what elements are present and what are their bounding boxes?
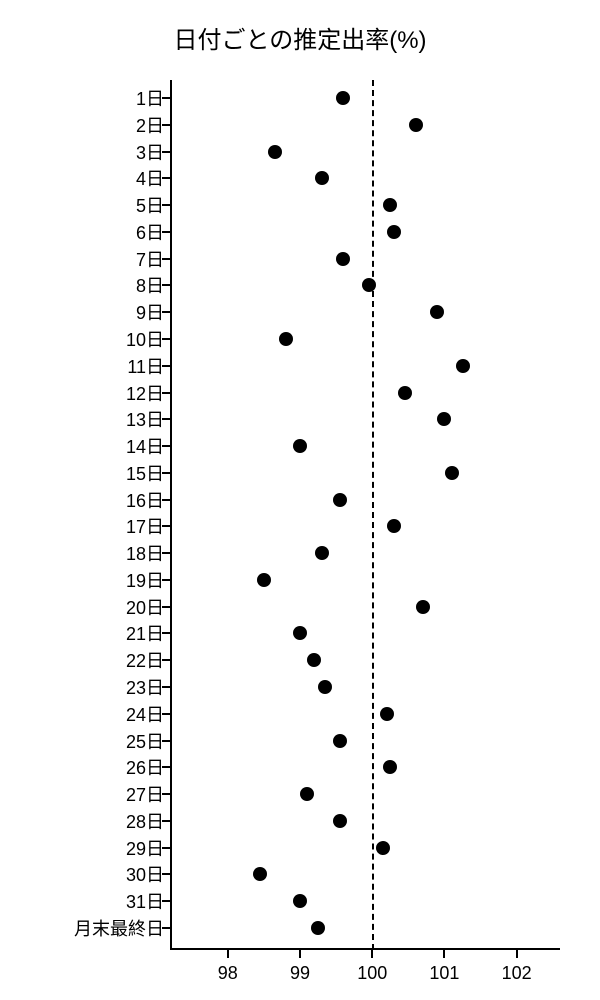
y-axis-label: 22日 [126, 647, 164, 673]
data-point [311, 921, 325, 935]
y-axis-label: 15日 [126, 460, 164, 486]
data-point [383, 198, 397, 212]
y-axis-line [170, 80, 172, 950]
y-axis-label: 4日 [136, 165, 164, 191]
y-axis-label: 12日 [126, 380, 164, 406]
reference-line [372, 80, 374, 950]
data-point [416, 600, 430, 614]
data-point [315, 171, 329, 185]
x-tick [227, 950, 229, 958]
y-axis-label: 25日 [126, 728, 164, 754]
data-point [380, 707, 394, 721]
y-axis-label: 月末最終日 [74, 915, 164, 941]
x-axis-label: 102 [502, 963, 532, 984]
x-axis-label: 101 [429, 963, 459, 984]
x-tick [516, 950, 518, 958]
y-axis-label: 10日 [126, 326, 164, 352]
chart-container: 日付ごとの推定出率(%) 1日2日3日4日5日6日7日8日9日10日11日12日… [0, 0, 600, 1000]
y-axis-label: 24日 [126, 701, 164, 727]
y-axis-label: 8日 [136, 272, 164, 298]
y-axis-label: 28日 [126, 808, 164, 834]
y-axis-label: 23日 [126, 674, 164, 700]
y-axis-label: 9日 [136, 299, 164, 325]
y-axis-label: 3日 [136, 139, 164, 165]
y-axis-label: 31日 [126, 888, 164, 914]
data-point [293, 626, 307, 640]
y-axis-label: 19日 [126, 567, 164, 593]
data-point [300, 787, 314, 801]
data-point [307, 653, 321, 667]
data-point [383, 760, 397, 774]
data-point [430, 305, 444, 319]
y-axis-label: 18日 [126, 540, 164, 566]
data-point [333, 734, 347, 748]
y-axis-label: 6日 [136, 219, 164, 245]
data-point [336, 91, 350, 105]
y-axis-label: 16日 [126, 487, 164, 513]
data-point [293, 894, 307, 908]
data-point [445, 466, 459, 480]
y-axis-label: 5日 [136, 192, 164, 218]
data-point [336, 252, 350, 266]
x-axis-label: 99 [290, 963, 310, 984]
chart-title: 日付ごとの推定出率(%) [0, 20, 600, 55]
x-tick [443, 950, 445, 958]
y-axis-label: 30日 [126, 861, 164, 887]
data-point [333, 493, 347, 507]
y-axis-label: 17日 [126, 513, 164, 539]
x-axis-label: 98 [218, 963, 238, 984]
y-axis-label: 27日 [126, 781, 164, 807]
x-axis-label: 100 [357, 963, 387, 984]
y-axis-label: 1日 [136, 85, 164, 111]
data-point [257, 573, 271, 587]
data-point [253, 867, 267, 881]
data-point [387, 519, 401, 533]
x-tick [299, 950, 301, 958]
data-point [315, 546, 329, 560]
y-axis-label: 26日 [126, 754, 164, 780]
data-point [398, 386, 412, 400]
y-axis-label: 2日 [136, 112, 164, 138]
data-point [279, 332, 293, 346]
data-point [333, 814, 347, 828]
y-axis-label: 7日 [136, 246, 164, 272]
data-point [376, 841, 390, 855]
data-point [318, 680, 332, 694]
plot-area: 1日2日3日4日5日6日7日8日9日10日11日12日13日14日15日16日1… [170, 80, 560, 950]
data-point [387, 225, 401, 239]
data-point [293, 439, 307, 453]
data-point [268, 145, 282, 159]
y-axis-label: 13日 [126, 406, 164, 432]
data-point [456, 359, 470, 373]
y-axis-label: 20日 [126, 594, 164, 620]
y-axis-label: 29日 [126, 835, 164, 861]
x-tick [371, 950, 373, 958]
y-axis-label: 21日 [126, 620, 164, 646]
data-point [409, 118, 423, 132]
y-axis-label: 14日 [126, 433, 164, 459]
y-axis-label: 11日 [127, 353, 164, 379]
data-point [362, 278, 376, 292]
data-point [437, 412, 451, 426]
